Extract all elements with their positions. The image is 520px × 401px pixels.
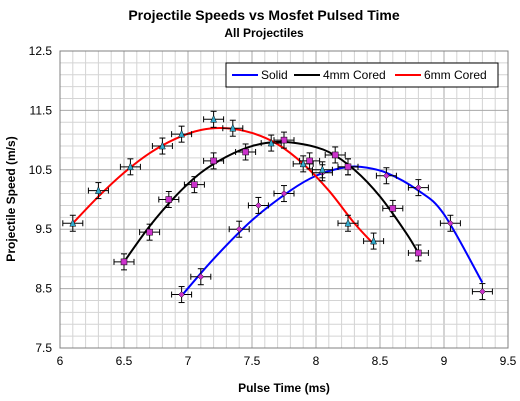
data-point-6mm-cored xyxy=(337,214,359,232)
legend-label-4mm-cored: 4mm Cored xyxy=(323,68,386,82)
data-point-6mm-cored xyxy=(203,110,225,128)
data-point-4mm-cored xyxy=(203,152,225,170)
data-point-solid xyxy=(407,179,429,197)
data-point-4mm-cored xyxy=(235,143,257,161)
data-point-4mm-cored xyxy=(113,253,135,271)
data-points xyxy=(62,110,493,304)
data-point-4mm-cored xyxy=(139,223,161,241)
chart-title: Projectile Speeds vs Mosfet Pulsed Time xyxy=(128,7,399,23)
data-point-6mm-cored xyxy=(62,214,84,232)
data-point-4mm-cored xyxy=(382,199,404,217)
legend-label-solid: Solid xyxy=(261,68,288,82)
x-tick-label: 8 xyxy=(313,354,320,368)
y-tick-label: 9.5 xyxy=(35,222,52,236)
plot-frame xyxy=(59,50,509,349)
data-point-6mm-cored xyxy=(222,119,244,137)
data-point-solid xyxy=(273,185,295,203)
data-point-solid xyxy=(228,220,250,238)
data-point-solid xyxy=(375,167,397,185)
legend-box xyxy=(225,62,499,88)
fit-curve-4mm-cored xyxy=(123,140,420,263)
data-point-6mm-cored xyxy=(151,137,173,155)
data-point-6mm-cored xyxy=(292,155,314,173)
data-point-solid xyxy=(190,268,212,286)
plot-grid xyxy=(59,50,509,349)
data-point-solid xyxy=(171,286,193,304)
legend: Solid 4mm Cored 6mm Cored xyxy=(225,62,499,88)
data-point-solid xyxy=(439,214,461,232)
x-tick-label: 7 xyxy=(185,354,192,368)
data-point-6mm-cored xyxy=(260,134,282,152)
x-tick-label: 6 xyxy=(57,354,64,368)
data-point-6mm-cored xyxy=(363,232,385,250)
data-point-4mm-cored xyxy=(183,176,205,194)
y-tick-label: 11.5 xyxy=(30,103,53,117)
data-point-solid xyxy=(247,196,269,214)
y-tick-label: 7.5 xyxy=(35,341,52,355)
y-tick-label: 12.5 xyxy=(29,44,53,58)
data-point-6mm-cored xyxy=(119,158,141,176)
data-point-6mm-cored xyxy=(311,161,333,179)
y-axis-label: Projectile Speed (m/s) xyxy=(4,136,18,261)
y-tick-label: 10.5 xyxy=(29,163,53,177)
data-point-4mm-cored xyxy=(158,191,180,208)
x-tick-label: 7.5 xyxy=(244,354,261,368)
data-point-6mm-cored xyxy=(87,182,109,200)
x-axis-label: Pulse Time (ms) xyxy=(238,381,330,395)
x-tick-labels: 6 6.5 7 7.5 8 8.5 9 9.5 xyxy=(57,354,517,368)
x-tick-label: 6.5 xyxy=(116,354,133,368)
data-point-4mm-cored xyxy=(337,158,359,176)
y-tick-labels: 7.5 8.5 9.5 10.5 11.5 12.5 xyxy=(29,44,53,355)
data-point-6mm-cored xyxy=(171,125,193,143)
y-tick-label: 8.5 xyxy=(35,282,52,296)
data-point-4mm-cored xyxy=(324,146,346,164)
data-point-4mm-cored xyxy=(407,244,429,262)
x-tick-label: 9.5 xyxy=(500,354,517,368)
x-tick-label: 9 xyxy=(441,354,448,368)
x-tick-label: 8.5 xyxy=(372,354,389,368)
data-point-solid xyxy=(471,283,493,301)
legend-label-6mm-cored: 6mm Cored xyxy=(424,68,487,82)
chart-subtitle: All Projectiles xyxy=(224,26,304,40)
